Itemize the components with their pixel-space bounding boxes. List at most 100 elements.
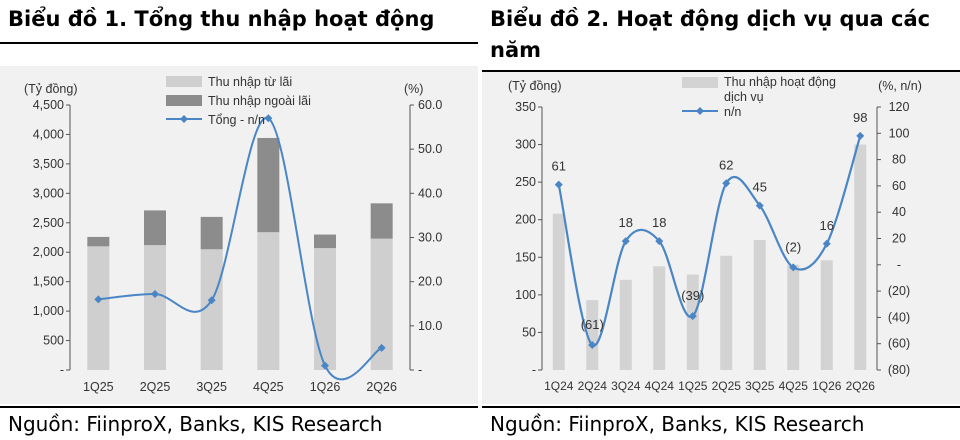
total-growth-point xyxy=(207,296,216,305)
legend-label: Thu nhập ngoài lãi xyxy=(208,94,311,108)
data-label: 18 xyxy=(619,215,633,230)
chart-source-1: Nguồn: FiinproX, Banks, KIS Research xyxy=(8,412,383,436)
right-tick-label: 40 xyxy=(892,205,906,219)
bar-service-income xyxy=(586,300,599,370)
yoy-growth-point xyxy=(789,263,798,272)
yoy-growth-point xyxy=(588,341,597,350)
bar-service-income xyxy=(653,266,666,370)
right-tick-label: 100 xyxy=(889,126,910,140)
total-growth-point xyxy=(321,361,329,370)
left-tick-label: 4,500 xyxy=(33,98,64,112)
total-growth-point xyxy=(377,343,386,352)
chart-panel-1: Biểu đồ 1. Tổng thu nhập hoạt động - 500 1… xyxy=(0,0,478,440)
yoy-growth-point xyxy=(856,131,865,140)
x-tick-label: 4Q25 xyxy=(779,379,809,393)
left-tick-label: 1,500 xyxy=(33,275,64,289)
right-tick-label: 120 xyxy=(889,100,910,114)
data-label: 61 xyxy=(552,159,566,174)
data-label: 62 xyxy=(719,157,733,172)
data-label: 16 xyxy=(820,218,834,233)
bar-interest-income xyxy=(144,245,166,370)
yoy-growth-point xyxy=(822,239,831,248)
legend-label: Thu nhập từ lãi xyxy=(208,75,292,89)
legend-label: Thu nhập hoạt động dịch vụ xyxy=(724,75,836,104)
legend-label: Tổng - n/n xyxy=(208,113,265,127)
left-tick-label: - xyxy=(532,363,536,377)
right-tick-label: - xyxy=(897,258,901,272)
right-tick-label: 60 xyxy=(892,179,906,193)
right-axis-unit: (%) xyxy=(404,82,423,96)
right-tick-label: (60) xyxy=(888,337,910,351)
right-tick-label: 50.0 xyxy=(418,142,442,156)
x-tick-label: 3Q25 xyxy=(196,380,227,394)
chart-source-2: Nguồn: FiinproX, Banks, KIS Research xyxy=(490,412,865,436)
legend-label: n/n xyxy=(724,105,741,119)
right-tick-label: 20.0 xyxy=(418,275,442,289)
data-label: (2) xyxy=(785,239,801,254)
right-tick-label: 30.0 xyxy=(418,231,442,245)
right-tick-label: (20) xyxy=(888,284,910,298)
chart-1-svg: - 500 1,000 1,500 2,000 2,500 3,000 3,500 4,000 4… xyxy=(24,75,442,394)
bar-service-income xyxy=(552,213,565,370)
bar-non-interest-income xyxy=(144,210,166,246)
source-rule-1 xyxy=(0,406,478,408)
yoy-growth-point xyxy=(722,179,731,188)
right-tick-label: (40) xyxy=(888,310,910,324)
left-axis-unit: (Tỷ đồng) xyxy=(508,79,562,93)
left-tick-label: - xyxy=(60,363,64,377)
x-tick-label: 1Q25 xyxy=(678,379,708,393)
data-label: 98 xyxy=(853,110,867,125)
chart-2-svg: - 50 100 150 200 250 300 350 (80) (60) (40) (20) - 20… xyxy=(508,75,922,393)
yoy-growth-point xyxy=(621,237,630,246)
x-tick-label: 4Q24 xyxy=(645,379,675,393)
x-tick-label: 2Q25 xyxy=(712,379,742,393)
total-growth-point xyxy=(94,295,103,304)
left-tick-label: 1,000 xyxy=(33,304,64,318)
bar-service-income xyxy=(720,255,733,370)
chart-panel-2: Biểu đồ 2. Hoạt động dịch vụ qua các năm… xyxy=(482,0,960,440)
bar-interest-income xyxy=(87,246,110,370)
chart-title-2: Biểu đồ 2. Hoạt động dịch vụ qua các năm xyxy=(490,7,931,62)
bar-service-income xyxy=(619,279,632,370)
right-tick-label: 20 xyxy=(892,232,906,246)
bar-interest-income xyxy=(200,249,223,370)
left-tick-label: 4,000 xyxy=(33,127,64,141)
right-tick-label: (80) xyxy=(888,363,910,377)
x-tick-label: 1Q24 xyxy=(544,379,574,393)
bar-non-interest-income xyxy=(314,234,336,249)
left-tick-label: 3,500 xyxy=(33,157,64,171)
x-tick-label: 1Q25 xyxy=(83,380,114,394)
legend-swatch-marker xyxy=(696,107,704,115)
right-tick-label: 60.0 xyxy=(418,98,442,112)
data-label: (61) xyxy=(581,317,604,332)
total-growth-point xyxy=(151,290,159,299)
left-tick-label: 100 xyxy=(515,288,536,302)
yoy-growth-point xyxy=(688,312,697,321)
bar-service-income xyxy=(854,144,867,370)
bar-interest-income xyxy=(257,232,280,370)
chart-title-1: Biểu đồ 1. Tổng thu nhập hoạt động xyxy=(8,7,435,31)
yoy-growth-line xyxy=(557,135,862,347)
chart-area-2: - 50 100 150 200 250 300 350 (80) (60) (40) (20) - 20… xyxy=(482,72,960,404)
bar-service-income xyxy=(753,240,766,370)
left-tick-label: 200 xyxy=(515,213,536,227)
source-rule-2 xyxy=(482,406,960,408)
title-rule-2 xyxy=(482,70,960,72)
bar-non-interest-income xyxy=(257,137,280,233)
left-tick-label: 50 xyxy=(522,325,536,339)
right-tick-label: 40.0 xyxy=(418,186,442,200)
x-tick-label: 3Q24 xyxy=(611,379,641,393)
yoy-growth-point xyxy=(554,180,563,189)
x-tick-label: 1Q26 xyxy=(812,379,842,393)
x-tick-label: 2Q24 xyxy=(578,379,608,393)
right-tick-label: 80 xyxy=(892,153,906,167)
left-tick-label: 300 xyxy=(515,138,536,152)
x-tick-label: 2Q26 xyxy=(846,379,876,393)
left-tick-label: 350 xyxy=(515,100,536,114)
x-tick-label: 1Q26 xyxy=(310,380,341,394)
data-label: 18 xyxy=(652,215,666,230)
yoy-growth-point xyxy=(755,201,764,210)
total-growth-point xyxy=(264,114,273,123)
legend-swatch-marker xyxy=(180,115,188,123)
bar-non-interest-income xyxy=(200,216,223,250)
